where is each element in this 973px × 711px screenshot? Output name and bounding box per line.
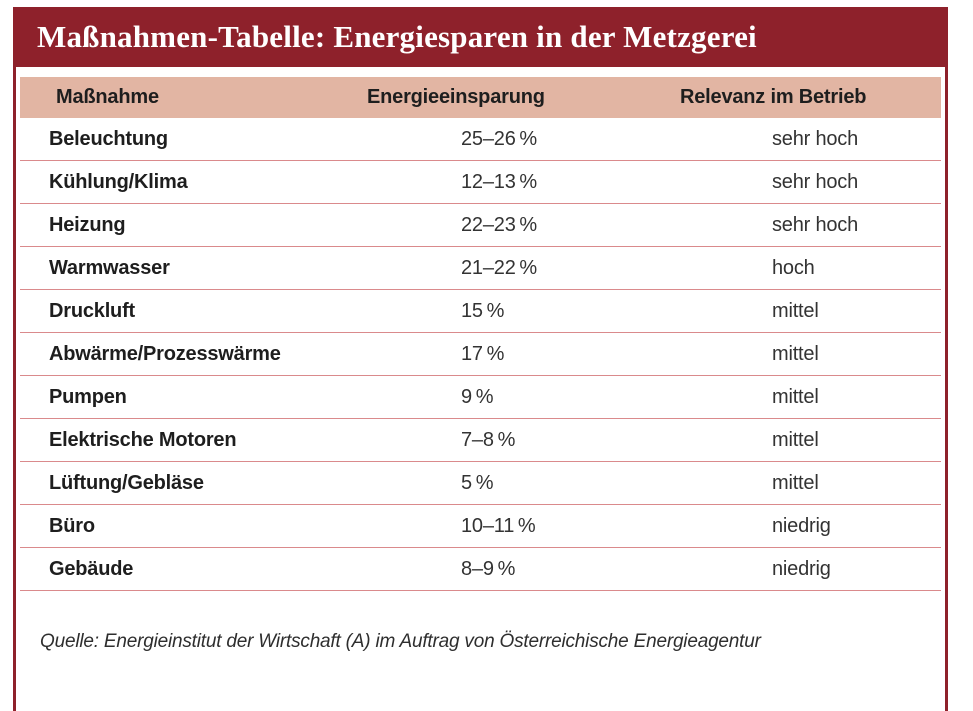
saving-cell: 9 %: [461, 385, 494, 408]
column-header-row: Maßnahme Energieeinsparung Relevanz im B…: [20, 77, 941, 118]
saving-cell: 25–26 %: [461, 127, 538, 150]
relevance-cell: niedrig: [772, 557, 831, 580]
relevance-cell: mittel: [772, 471, 819, 494]
title-banner: Maßnahmen-Tabelle: Energiesparen in der …: [13, 7, 948, 67]
saving-cell: 22–23 %: [461, 213, 538, 236]
relevance-cell: mittel: [772, 299, 819, 322]
table-row: Lüftung/Gebläse 5 % mittel: [20, 462, 941, 505]
measure-cell: Warmwasser: [49, 256, 170, 279]
table-row: Warmwasser 21–22 % hoch: [20, 247, 941, 290]
saving-cell: 7–8 %: [461, 428, 516, 451]
relevance-cell: niedrig: [772, 514, 831, 537]
source-note: Quelle: Energieinstitut der Wirtschaft (…: [40, 631, 761, 652]
relevance-cell: sehr hoch: [772, 127, 859, 150]
relevance-cell: mittel: [772, 342, 819, 365]
measure-cell: Beleuchtung: [49, 127, 168, 150]
measure-cell: Druckluft: [49, 299, 135, 322]
table-row: Elektrische Motoren 7–8 % mittel: [20, 419, 941, 462]
saving-cell: 15 %: [461, 299, 505, 322]
table-title: Maßnahmen-Tabelle: Energiesparen in der …: [37, 19, 757, 54]
measure-cell: Heizung: [49, 213, 126, 236]
table-row: Kühlung/Klima 12–13 % sehr hoch: [20, 161, 941, 204]
saving-cell: 12–13 %: [461, 170, 538, 193]
column-header-relevance: Relevanz im Betrieb: [680, 86, 867, 108]
measure-cell: Lüftung/Gebläse: [49, 471, 204, 494]
saving-cell: 10–11 %: [461, 514, 536, 537]
saving-cell: 21–22 %: [461, 256, 538, 279]
column-header-saving: Energieeinsparung: [367, 86, 545, 108]
table-body: Beleuchtung 25–26 % sehr hoch Kühlung/Kl…: [20, 118, 941, 591]
table-card: Maßnahmen-Tabelle: Energiesparen in der …: [13, 7, 948, 711]
measure-cell: Pumpen: [49, 385, 127, 408]
measure-cell: Kühlung/Klima: [49, 170, 188, 193]
relevance-cell: mittel: [772, 385, 819, 408]
table-row: Gebäude 8–9 % niedrig: [20, 548, 941, 591]
measure-cell: Gebäude: [49, 557, 134, 580]
column-header-measure: Maßnahme: [56, 86, 159, 108]
table-row: Beleuchtung 25–26 % sehr hoch: [20, 118, 941, 161]
relevance-cell: sehr hoch: [772, 213, 859, 236]
relevance-cell: sehr hoch: [772, 170, 859, 193]
relevance-cell: hoch: [772, 256, 815, 279]
measure-cell: Abwärme/Prozesswärme: [49, 342, 281, 365]
table-row: Druckluft 15 % mittel: [20, 290, 941, 333]
measure-cell: Büro: [49, 514, 95, 537]
saving-cell: 8–9 %: [461, 557, 516, 580]
table-row: Abwärme/Prozesswärme 17 % mittel: [20, 333, 941, 376]
table-row: Büro 10–11 % niedrig: [20, 505, 941, 548]
saving-cell: 5 %: [461, 471, 494, 494]
table-row: Heizung 22–23 % sehr hoch: [20, 204, 941, 247]
measure-cell: Elektrische Motoren: [49, 428, 237, 451]
relevance-cell: mittel: [772, 428, 819, 451]
saving-cell: 17 %: [461, 342, 505, 365]
table-row: Pumpen 9 % mittel: [20, 376, 941, 419]
